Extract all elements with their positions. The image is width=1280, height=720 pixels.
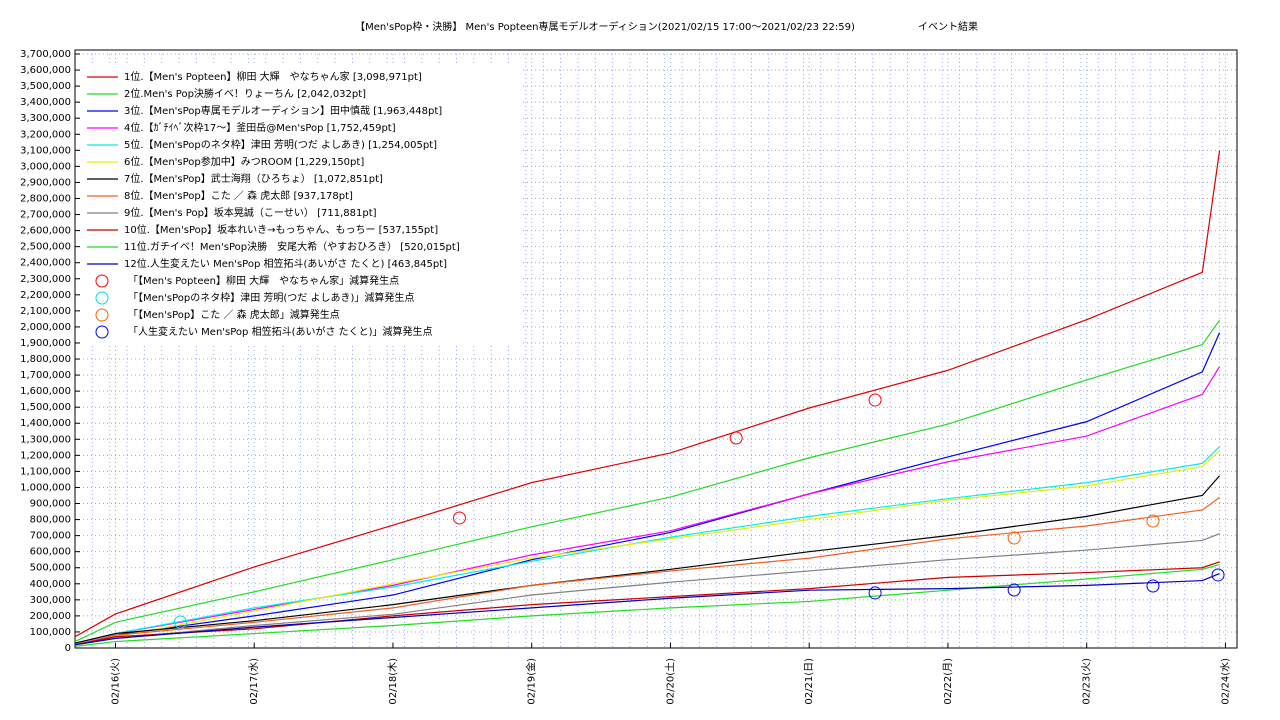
legend-label: 12位.人生変えたい Men'sPop 相笠拓斗(あいがさ たくと) [463,… <box>124 257 447 270</box>
y-tick-label: 3,100,000 <box>20 145 71 156</box>
series-line <box>74 475 1221 644</box>
chart-title: 【Men'sPop枠・決勝】 Men's Popteen専属モデルオーディション… <box>355 20 855 33</box>
legend-marker <box>95 325 109 339</box>
plot-frame <box>74 49 1238 649</box>
y-tick-label: 2,600,000 <box>20 226 71 237</box>
x-tick-label: 02/21(日) <box>804 658 815 705</box>
y-tick-label: 1,400,000 <box>20 418 71 429</box>
legend-label: 「人生変えたい Men'sPop 相笠拓斗(あいがさ たくと)」減算発生点 <box>128 325 433 338</box>
y-tick-label: 900,000 <box>30 499 71 510</box>
marker <box>729 431 743 445</box>
y-tick-label: 2,300,000 <box>20 274 71 285</box>
x-tick-label: 02/18(木) <box>387 658 399 705</box>
y-tick-label: 300,000 <box>30 595 71 606</box>
y-tick-label: 1,600,000 <box>20 386 71 397</box>
series-line <box>74 563 1220 647</box>
legend-marker <box>95 274 109 288</box>
series-line <box>74 332 1221 646</box>
y-tick-label: 1,000,000 <box>20 482 71 493</box>
marker <box>1146 514 1160 528</box>
marker <box>1211 568 1225 582</box>
marker <box>1007 583 1021 597</box>
legend-marker <box>95 291 109 305</box>
series-line <box>74 150 1221 638</box>
series-line <box>74 572 1220 646</box>
legend-label: 3位.【Men'sPop専属モデルオーディション】田中慎哉 [1,963,448… <box>124 104 442 117</box>
legend-label: 4位.【ｶﾞﾁｲﾍﾞ次枠17〜】釜田岳@Men'sPop [1,752,459p… <box>124 121 396 134</box>
y-tick-label: 0 <box>65 643 71 654</box>
legend-label: 「【Men'sPop】こた ／ 森 虎太郎」減算発生点 <box>128 308 340 321</box>
legend-label: 8位.【Men'sPop】こた ／ 森 虎太郎 [937,178pt] <box>124 189 353 202</box>
legend-label: 1位.【Men's Popteen】柳田 大輝 やなちゃん家 [3,098,97… <box>124 70 422 83</box>
legend-label: 5位.【Men'sPopのネタ枠】津田 芳明(つだ よしあき) [1,254,0… <box>124 138 437 151</box>
marker <box>868 393 882 407</box>
x-tick-label: 02/23(火) <box>1081 658 1093 705</box>
x-tick-label: 02/22(月) <box>942 658 954 705</box>
y-tick-label: 1,500,000 <box>20 402 71 413</box>
y-tick-label: 3,600,000 <box>20 65 71 76</box>
series-line <box>74 533 1220 646</box>
legend-label: 「【Men'sPopのネタ枠】津田 芳明(つだ よしあき)」減算発生点 <box>128 291 414 304</box>
legend-label: 11位.ガチイベ！Men'sPop決勝 安尾大希（やすおひろき） [520,01… <box>124 240 460 253</box>
y-tick-label: 2,900,000 <box>20 177 71 188</box>
y-tick-label: 1,700,000 <box>20 370 71 381</box>
y-tick-label: 2,400,000 <box>20 258 71 269</box>
x-tick-label: 02/24(水) <box>1219 658 1231 705</box>
y-tick-label: 2,500,000 <box>20 242 71 253</box>
legend-label: 6位.【Men'sPop参加中】みつROOM [1,229,150pt] <box>124 155 364 168</box>
chart-subtitle: イベント結果 <box>918 20 978 33</box>
legend-label: 7位.【Men'sPop】武士海翔（ひろちょ） [1,072,851pt] <box>124 172 383 185</box>
x-tick-label: 02/20(土) <box>663 658 676 705</box>
series-line <box>74 366 1221 644</box>
marker <box>173 615 187 629</box>
y-tick-label: 1,900,000 <box>20 338 71 349</box>
y-tick-label: 2,800,000 <box>20 193 71 204</box>
legend-label: 「【Men's Popteen】柳田 大輝 やなちゃん家」減算発生点 <box>128 274 399 287</box>
legend-label: 9位.【Men's Pop】坂本晃誠（こーせい） [711,881pt] <box>124 206 377 219</box>
marker <box>868 586 882 600</box>
y-tick-label: 1,100,000 <box>20 466 71 477</box>
y-tick-label: 1,200,000 <box>20 450 71 461</box>
y-tick-label: 3,700,000 <box>20 49 71 60</box>
y-tick-label: 1,300,000 <box>20 434 71 445</box>
y-tick-label: 3,000,000 <box>20 161 71 172</box>
marker <box>452 511 466 525</box>
y-tick-label: 3,500,000 <box>20 81 71 92</box>
y-tick-label: 3,400,000 <box>20 97 71 108</box>
x-tick-label: 02/16(火) <box>109 658 121 705</box>
marker <box>1146 579 1160 593</box>
y-tick-label: 100,000 <box>30 627 71 638</box>
legend-marker <box>95 308 109 322</box>
y-tick-label: 2,100,000 <box>20 306 71 317</box>
y-tick-label: 3,200,000 <box>20 129 71 140</box>
y-tick-label: 600,000 <box>30 547 71 558</box>
series-line <box>74 497 1220 646</box>
legend-label: 2位.Men's Pop決勝イベ！りょーちん [2,042,032pt] <box>124 87 366 100</box>
y-tick-label: 3,300,000 <box>20 113 71 124</box>
y-tick-label: 2,700,000 <box>20 210 71 221</box>
y-tick-label: 500,000 <box>30 563 71 574</box>
y-tick-label: 2,000,000 <box>20 322 71 333</box>
y-tick-label: 800,000 <box>30 515 71 526</box>
legend-label: 10位.【Men'sPop】坂本れいき→もっちゃん、もっちー [537,155p… <box>124 223 438 236</box>
y-tick-label: 200,000 <box>30 611 71 622</box>
legend-box <box>80 66 520 346</box>
series-line <box>74 319 1221 643</box>
y-tick-label: 700,000 <box>30 531 71 542</box>
series-line <box>74 446 1220 644</box>
x-tick-label: 02/19(金) <box>525 658 538 705</box>
series-line <box>74 450 1220 646</box>
y-tick-label: 400,000 <box>30 579 71 590</box>
marker <box>1007 531 1021 545</box>
y-tick-label: 1,800,000 <box>20 354 71 365</box>
x-tick-label: 02/17(水) <box>248 658 260 705</box>
y-tick-label: 2,200,000 <box>20 290 71 301</box>
